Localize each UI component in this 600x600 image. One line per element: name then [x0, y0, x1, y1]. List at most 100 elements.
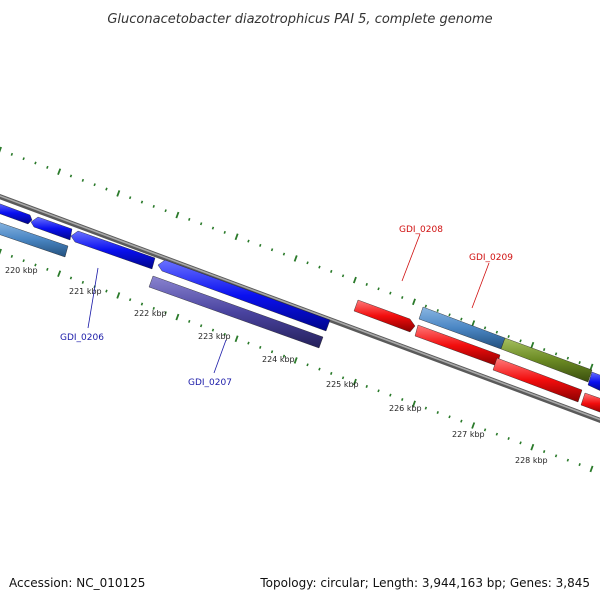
minor-tick: [377, 287, 380, 291]
inner-tick-ring: [0, 248, 594, 473]
minor-tick: [188, 217, 191, 221]
minor-tick: [199, 324, 203, 328]
minor-tick: [10, 254, 14, 258]
minor-tick: [566, 356, 570, 360]
gene-label-gdi-0206[interactable]: GDI_0206: [60, 333, 104, 343]
minor-tick: [507, 437, 510, 440]
minor-tick: [519, 339, 522, 343]
minor-tick: [223, 230, 226, 234]
minor-tick: [259, 243, 262, 247]
minor-tick: [247, 341, 250, 345]
reverse-strand-features: [353, 299, 600, 414]
minor-tick: [247, 239, 250, 243]
minor-tick: [424, 406, 428, 410]
cds-arrow-forward[interactable]: [30, 216, 73, 241]
minor-tick: [365, 384, 368, 388]
leader-line: [471, 262, 490, 309]
gene-feature-purple[interactable]: [148, 275, 324, 349]
kbp-label: 220 kbp: [5, 266, 38, 275]
major-tick: [530, 443, 535, 451]
cds-arrow-forward[interactable]: [0, 202, 33, 225]
minor-tick: [389, 393, 392, 397]
minor-tick: [188, 319, 191, 323]
kbp-label: 225 kbp: [326, 380, 359, 389]
gene-feature-olive[interactable]: [500, 337, 593, 383]
cds-arrow-forward[interactable]: [70, 230, 156, 270]
gene-label-gdi-0208[interactable]: GDI_0208: [399, 225, 443, 235]
minor-tick: [495, 432, 499, 436]
minor-tick: [128, 298, 132, 302]
minor-tick: [448, 415, 451, 419]
minor-tick: [365, 282, 368, 286]
minor-tick: [542, 450, 546, 454]
major-tick: [57, 168, 62, 176]
minor-tick: [318, 367, 321, 371]
cds-arrow-reverse[interactable]: [492, 357, 583, 403]
cds-arrow-reverse[interactable]: [353, 299, 416, 333]
major-tick: [0, 146, 2, 153]
minor-tick: [22, 157, 25, 161]
minor-tick: [105, 289, 108, 293]
major-tick: [412, 400, 416, 408]
forward-strand-features: [0, 202, 331, 349]
minor-tick: [93, 183, 96, 187]
gene-label-gdi-0209[interactable]: GDI_0209: [469, 253, 513, 263]
minor-tick: [282, 252, 286, 256]
minor-tick: [46, 267, 49, 271]
major-tick: [57, 270, 62, 278]
gene-label-gdi-0207[interactable]: GDI_0207: [188, 378, 232, 388]
cds-arrow-forward[interactable]: [587, 371, 600, 392]
minor-tick: [164, 209, 167, 213]
minor-tick: [401, 296, 404, 299]
kbp-label: 222 kbp: [134, 309, 167, 318]
leader-line: [87, 267, 99, 329]
major-tick: [589, 363, 594, 371]
major-tick: [471, 422, 476, 429]
minor-tick: [164, 311, 167, 315]
minor-tick: [46, 165, 49, 169]
minor-tick: [152, 306, 155, 310]
genome-summary-text: Topology: circular; Length: 3,944,163 bp…: [260, 576, 590, 590]
leader-line: [213, 339, 227, 374]
cds-arrow-forward[interactable]: [157, 259, 331, 332]
map-title: Gluconacetobacter diazotrophicus PAI 5, …: [107, 12, 492, 27]
minor-tick: [211, 226, 215, 230]
minor-tick: [578, 361, 581, 365]
minor-tick: [140, 200, 144, 204]
major-tick: [352, 276, 357, 284]
minor-tick: [483, 326, 487, 330]
gene-labels: GDI_0206 GDI_0207 GDI_0208 GDI_0209: [60, 225, 513, 388]
minor-tick: [81, 178, 85, 182]
minor-tick: [199, 222, 203, 226]
major-tick: [234, 233, 239, 241]
minor-tick: [483, 428, 487, 432]
minor-tick: [34, 161, 37, 165]
genome-backbone: [0, 194, 600, 423]
major-tick: [293, 255, 298, 262]
minor-tick: [566, 458, 570, 462]
major-tick: [352, 378, 357, 386]
minor-tick: [460, 317, 463, 321]
minor-tick: [270, 350, 274, 354]
cds-arrow-reverse[interactable]: [580, 392, 600, 414]
minor-tick: [424, 304, 428, 308]
major-tick: [412, 298, 416, 306]
rna-feature[interactable]: [0, 221, 69, 258]
minor-tick: [460, 419, 463, 423]
minor-tick: [330, 269, 333, 273]
minor-tick: [282, 354, 286, 358]
minor-tick: [69, 276, 73, 280]
minor-tick: [69, 174, 73, 178]
minor-tick: [436, 411, 439, 414]
minor-tick: [519, 441, 522, 445]
major-tick: [234, 335, 239, 343]
minor-tick: [341, 274, 345, 278]
minor-tick: [306, 261, 309, 265]
minor-tick: [318, 265, 321, 269]
minor-tick: [140, 302, 144, 306]
minor-tick: [341, 376, 345, 380]
kbp-label: 221 kbp: [69, 287, 102, 296]
major-tick: [293, 357, 298, 364]
minor-tick: [377, 389, 380, 393]
